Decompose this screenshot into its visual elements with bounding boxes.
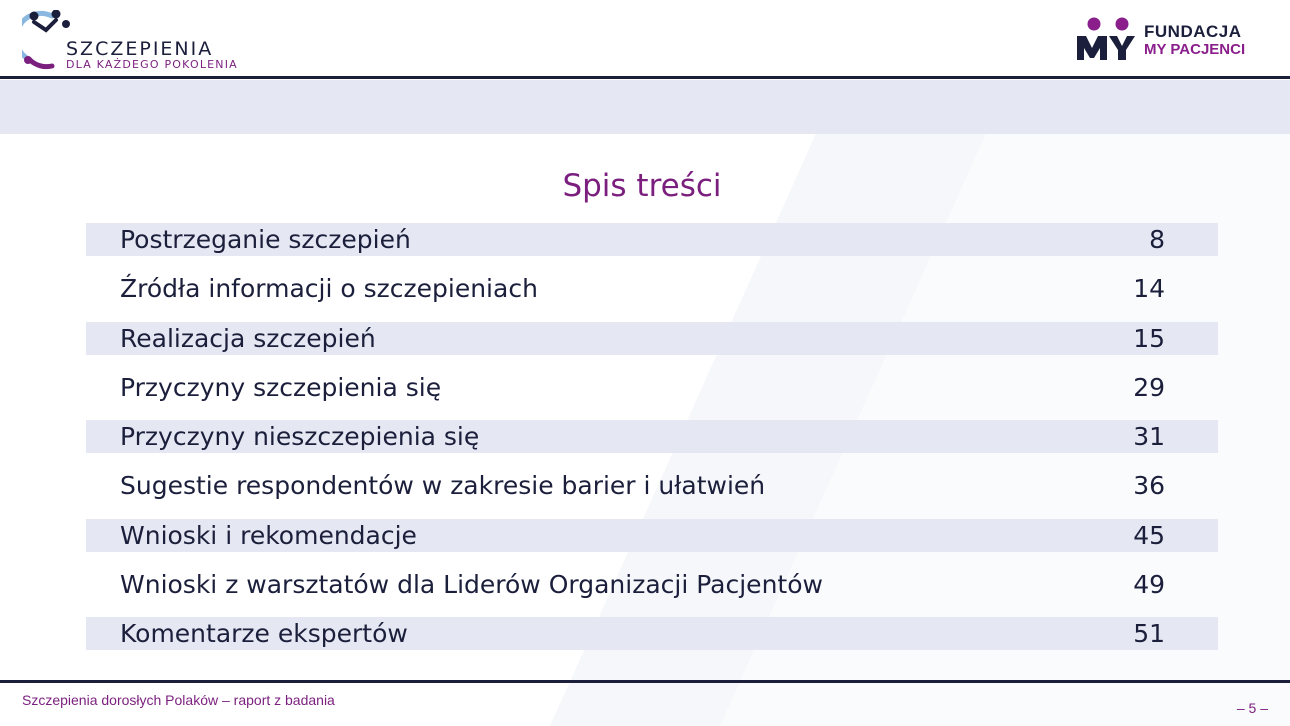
- logo-brand-text: SZCZEPIENIA: [66, 38, 214, 60]
- toc-row[interactable]: Przyczyny szczepienia się 29: [86, 371, 1218, 404]
- toc-page-number: 15: [1133, 323, 1165, 353]
- szczepienia-logo: SZCZEPIENIA DLA KAŻDEGO POKOLENIA: [22, 8, 262, 71]
- toc-label: Realizacja szczepień: [120, 323, 376, 353]
- toc-label: Wnioski z warsztatów dla Liderów Organiz…: [120, 570, 823, 600]
- fundacja-my-pacjenci-logo: FUNDACJA MY PACJENCI: [1074, 14, 1264, 64]
- toc-row[interactable]: Przyczyny nieszczepienia się 31: [86, 420, 1218, 454]
- toc-label: Sugestie respondentów w zakresie barier …: [120, 471, 766, 501]
- toc-page-number: 45: [1133, 520, 1165, 550]
- logo-line1: FUNDACJA: [1144, 22, 1242, 41]
- logo-tagline-text: DLA KAŻDEGO POKOLENIA: [66, 58, 238, 71]
- footer-divider: [0, 680, 1290, 683]
- toc-row[interactable]: Wnioski z warsztatów dla Liderów Organiz…: [86, 568, 1218, 601]
- people-circle-icon: [22, 10, 70, 70]
- toc-page-number: 51: [1133, 619, 1165, 649]
- toc-page-number: 31: [1133, 422, 1165, 452]
- toc-row[interactable]: Postrzeganie szczepień 8: [86, 223, 1218, 256]
- footer-report-title: Szczepienia dorosłych Polaków – raport z…: [22, 692, 335, 708]
- header-divider: [0, 76, 1290, 79]
- toc-row[interactable]: Realizacja szczepień 15: [86, 321, 1218, 355]
- toc-row[interactable]: Źródła informacji o szczepieniach 14: [86, 272, 1218, 305]
- toc-row[interactable]: Sugestie respondentów w zakresie barier …: [86, 469, 1218, 502]
- toc-label: Wnioski i rekomendacje: [120, 520, 417, 550]
- header-band: [0, 80, 1290, 134]
- toc-label: Przyczyny szczepienia się: [120, 372, 442, 402]
- page-number: – 5 –: [1236, 700, 1268, 716]
- logo-line2: MY PACJENCI: [1144, 41, 1246, 58]
- toc-page-number: 14: [1133, 274, 1165, 304]
- toc-label: Postrzeganie szczepień: [120, 225, 411, 254]
- my-logo-icon: [1077, 17, 1135, 60]
- toc-label: Źródła informacji o szczepieniach: [120, 274, 538, 304]
- table-of-contents: Postrzeganie szczepień 8 Źródła informac…: [86, 223, 1218, 667]
- toc-page-number: 36: [1133, 471, 1165, 501]
- toc-label: Przyczyny nieszczepienia się: [120, 422, 480, 452]
- toc-label: Komentarze ekspertów: [120, 619, 408, 649]
- toc-page-number: 49: [1133, 570, 1165, 600]
- toc-page-number: 29: [1133, 372, 1165, 402]
- toc-title: Spis treści: [562, 168, 722, 204]
- toc-row[interactable]: Komentarze ekspertów 51: [86, 617, 1218, 651]
- toc-page-number: 8: [1149, 225, 1165, 254]
- toc-row[interactable]: Wnioski i rekomendacje 45: [86, 518, 1218, 552]
